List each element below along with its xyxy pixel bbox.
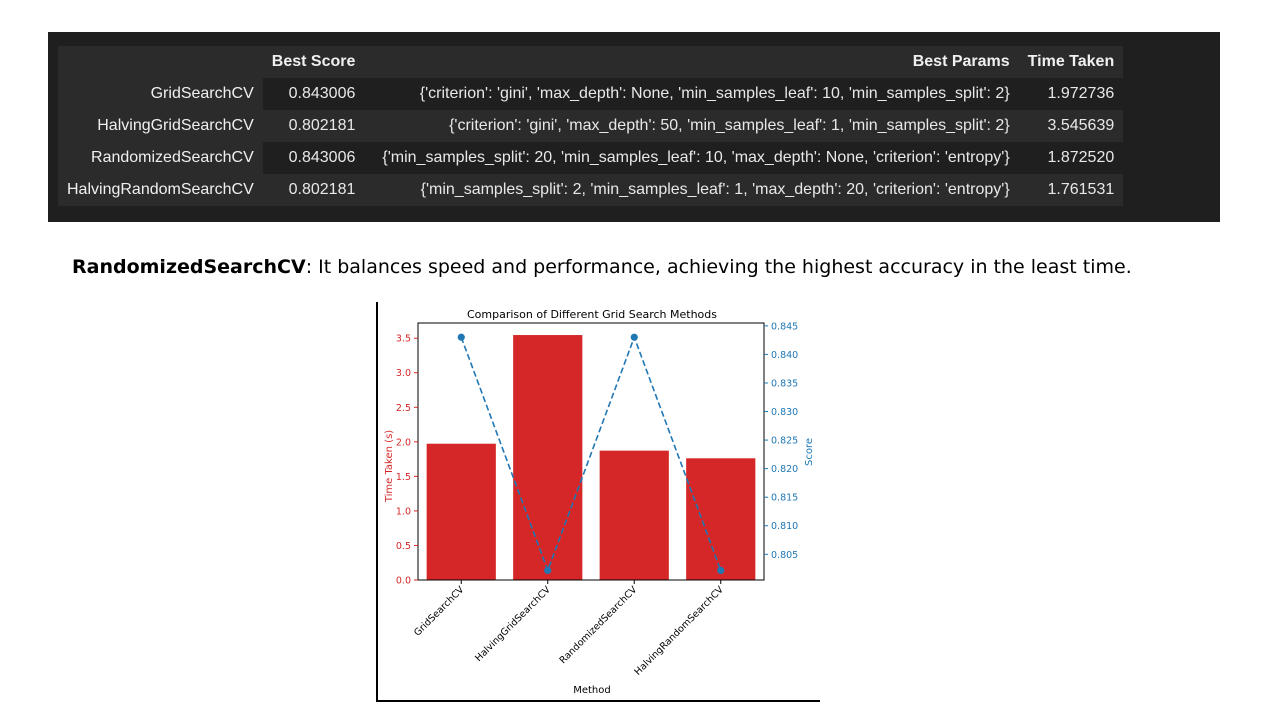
row-params: {'criterion': 'gini', 'max_depth': 50, '… <box>364 110 1019 142</box>
row-params: {'criterion': 'gini', 'max_depth': None,… <box>419 85 1010 102</box>
x-tick-label: GridSearchCV <box>412 584 467 639</box>
y-tick-label: 3.0 <box>396 368 411 379</box>
y-tick-label: 0.0 <box>396 576 411 587</box>
x-tick-label: RandomizedSearchCV <box>558 584 640 666</box>
y2-tick-label: 0.825 <box>771 436 798 447</box>
chart-title: Comparison of Different Grid Search Meth… <box>467 308 717 321</box>
bar <box>599 450 669 580</box>
y2-tick-label: 0.805 <box>771 550 798 561</box>
y-tick-label: 1.0 <box>396 506 411 517</box>
score-point <box>457 333 465 341</box>
row-time: 1.761531 <box>1018 174 1124 206</box>
table-row: RandomizedSearchCV 0.843006 {'min_sample… <box>58 142 1123 174</box>
row-params: {'min_samples_split': 20, 'min_samples_l… <box>382 149 1010 166</box>
table-row: GridSearchCV 0.843006 {'criterion': 'gin… <box>58 78 1123 110</box>
row-method: HalvingRandomSearchCV <box>58 174 263 206</box>
row-method: RandomizedSearchCV <box>58 142 263 174</box>
x-tick-label: HalvingGridSearchCV <box>473 584 553 664</box>
score-point <box>544 566 552 574</box>
y2-tick-label: 0.815 <box>771 493 798 504</box>
y-tick-label: 2.5 <box>396 403 411 414</box>
y-tick-label: 3.5 <box>396 334 411 345</box>
note-method-name: RandomizedSearchCV <box>72 256 306 278</box>
x-axis-label: Method <box>573 685 611 696</box>
row-score: 0.802181 <box>262 174 365 206</box>
time-taken-header: Time Taken <box>1018 46 1124 78</box>
row-method: GridSearchCV <box>58 78 263 110</box>
best-score-header: Best Score <box>262 46 365 78</box>
image-left-border <box>376 302 378 702</box>
score-point <box>717 566 725 574</box>
row-score: 0.802181 <box>262 110 365 142</box>
y-tick-label: 1.5 <box>396 472 411 483</box>
image-bottom-border <box>376 700 820 702</box>
index-header <box>58 46 263 78</box>
row-time: 1.872520 <box>1047 149 1115 166</box>
best-params-header: Best Params <box>364 46 1019 78</box>
y-tick-label: 0.5 <box>396 541 411 552</box>
y2-tick-label: 0.845 <box>771 321 798 332</box>
conclusion-note: RandomizedSearchCV: It balances speed an… <box>72 256 1132 278</box>
dataframe-output-panel: Best Score Best Params Time Taken GridSe… <box>48 32 1220 222</box>
y-tick-label: 2.0 <box>396 437 411 448</box>
score-point <box>630 333 638 341</box>
x-tick-label: HalvingRandomSearchCV <box>633 584 727 678</box>
row-score: 0.843006 <box>288 85 356 102</box>
table-row: HalvingGridSearchCV 0.802181 {'criterion… <box>58 110 1124 142</box>
bar <box>426 443 496 580</box>
row-time: 1.972736 <box>1047 85 1115 102</box>
y2-tick-label: 0.835 <box>771 378 798 389</box>
y2-tick-label: 0.820 <box>771 464 798 475</box>
results-table: Best Score Best Params Time Taken GridSe… <box>58 46 1124 206</box>
row-params: {'min_samples_split': 2, 'min_samples_le… <box>364 174 1019 206</box>
y2-tick-label: 0.830 <box>771 407 798 418</box>
comparison-chart: Comparison of Different Grid Search Meth… <box>384 308 815 696</box>
y2-axis-label: Score <box>804 438 815 466</box>
y-axis-label: Time Taken (s) <box>384 430 395 503</box>
plot-frame <box>417 322 765 581</box>
table-row: HalvingRandomSearchCV 0.802181 {'min_sam… <box>58 174 1124 206</box>
table-header-row: Best Score Best Params Time Taken <box>58 46 1124 78</box>
y2-tick-label: 0.810 <box>771 521 798 532</box>
row-method: HalvingGridSearchCV <box>58 110 263 142</box>
row-time: 3.545639 <box>1018 110 1124 142</box>
bar <box>513 335 583 580</box>
score-line <box>460 334 722 573</box>
note-text: : It balances speed and performance, ach… <box>305 256 1132 278</box>
row-score: 0.843006 <box>288 149 356 166</box>
y2-tick-label: 0.840 <box>771 350 798 361</box>
bar <box>686 458 756 580</box>
